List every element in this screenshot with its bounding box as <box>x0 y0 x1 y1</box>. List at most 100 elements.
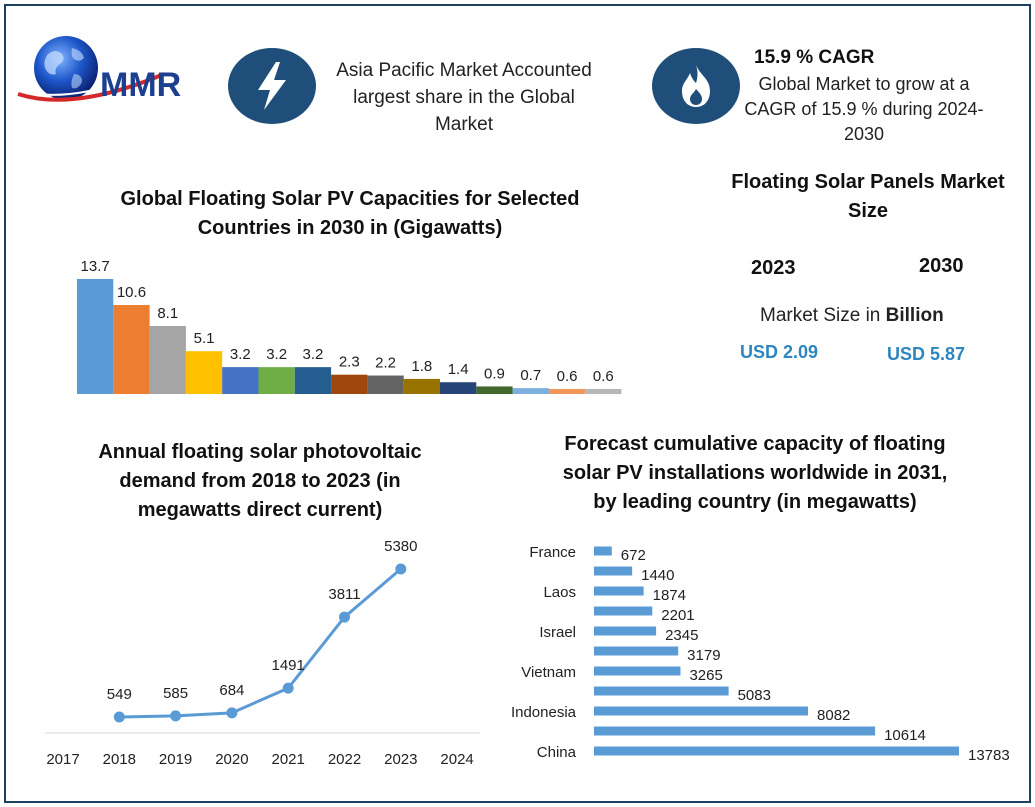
bar <box>294 367 332 394</box>
chart2-title-line: megawatts direct current) <box>137 499 383 521</box>
x-tick-label: 2017 <box>46 751 79 768</box>
bar <box>77 279 114 394</box>
callout-line: Asia Pacific Market Accounted <box>336 60 592 81</box>
bar <box>113 305 150 394</box>
year-2030: 2030 <box>919 255 964 277</box>
market-size-prefix: Market Size in <box>760 305 881 326</box>
bar-value-label: 1.4 <box>448 361 469 378</box>
bar <box>258 367 295 394</box>
bar <box>403 378 440 394</box>
cagr-line: 2030 <box>843 124 885 144</box>
hbar <box>594 566 633 576</box>
bar <box>367 375 404 394</box>
bar <box>149 326 186 394</box>
hbar-value-label: 1874 <box>653 587 686 604</box>
hbar-value-label: 8082 <box>817 707 850 724</box>
market-size-title-line: Size <box>847 200 889 222</box>
country-label: Vietnam <box>521 664 576 681</box>
x-tick-label: 2022 <box>328 751 361 768</box>
flame-icon <box>652 48 740 124</box>
bar-value-label: 1.8 <box>411 358 432 375</box>
chart2-title-line: demand from 2018 to 2023 (in <box>119 470 401 492</box>
hbar-value-label: 5083 <box>738 687 771 704</box>
bar-value-label: 2.2 <box>375 355 396 372</box>
hbar-value-label: 3265 <box>689 667 722 684</box>
bar-value-label: 0.7 <box>520 367 541 384</box>
hbar <box>594 626 657 636</box>
country-label: China <box>537 744 577 761</box>
chart1-title-line: Global Floating Solar PV Capacities for … <box>120 188 580 210</box>
data-label: 684 <box>219 682 244 699</box>
bar-value-label: 5.1 <box>194 330 215 347</box>
hbar <box>594 586 644 596</box>
bar-value-label: 0.9 <box>484 365 505 382</box>
market-size-title-line: Floating Solar Panels Market <box>731 171 1005 193</box>
bar-value-label: 0.6 <box>593 368 614 385</box>
hbar <box>594 646 679 656</box>
bar-value-label: 2.3 <box>339 354 360 371</box>
hbar <box>594 666 681 676</box>
market-size-title: Floating Solar Panels Market Size <box>712 168 1024 226</box>
data-label: 549 <box>107 686 132 703</box>
hbar <box>594 546 612 556</box>
x-tick-label: 2018 <box>103 751 136 768</box>
hbar-value-label: 10614 <box>884 727 926 744</box>
cagr-line: CAGR of 15.9 % during 2024- <box>744 99 984 119</box>
x-tick-label: 2023 <box>384 751 417 768</box>
data-point <box>339 611 350 623</box>
hbar <box>594 706 809 716</box>
logo-text: MMR <box>100 66 181 104</box>
page-frame <box>4 4 1031 803</box>
country-label: Laos <box>543 584 576 601</box>
bar <box>331 374 368 394</box>
bar-value-label: 13.7 <box>81 258 110 275</box>
chart3-title: Forecast cumulative capacity of floating… <box>530 430 980 517</box>
chart2-title-line: Annual floating solar photovoltaic <box>98 441 422 463</box>
bar-value-label: 3.2 <box>266 346 287 363</box>
market-size-label: Market Size in Billion <box>760 305 944 327</box>
data-point <box>113 711 125 723</box>
hbar-value-label: 1440 <box>641 567 674 584</box>
bar <box>585 388 622 394</box>
bar-value-label: 8.1 <box>157 305 178 322</box>
hbar <box>594 606 653 616</box>
data-point <box>282 682 294 694</box>
hbar-value-label: 672 <box>621 547 646 564</box>
cagr-line: Global Market to grow at a <box>758 74 970 94</box>
cagr-description: Global Market to grow at a CAGR of 15.9 … <box>742 72 986 147</box>
hbar-value-label: 2345 <box>665 627 698 644</box>
bar-value-label: 3.2 <box>303 346 324 363</box>
bar <box>476 386 513 394</box>
chart1-title: Global Floating Solar PV Capacities for … <box>100 185 600 243</box>
bar-value-label: 0.6 <box>557 368 578 385</box>
data-label: 5380 <box>384 538 417 555</box>
market-value-2023: USD 2.09 <box>740 342 819 362</box>
bar-value-label: 3.2 <box>230 346 251 363</box>
asia-pacific-callout: Asia Pacific Market Accounted largest sh… <box>322 57 606 138</box>
data-point <box>170 710 182 722</box>
chart2-title: Annual floating solar photovoltaic deman… <box>60 438 460 525</box>
bar <box>440 382 477 394</box>
country-label: France <box>529 544 576 561</box>
chart3-title-line: by leading country (in megawatts) <box>593 491 917 513</box>
demand-line <box>119 567 402 719</box>
market-size-unit: Billion <box>885 305 944 326</box>
hbar <box>594 746 959 756</box>
x-tick-label: 2021 <box>272 751 305 768</box>
bar <box>512 388 549 394</box>
market-value-2030: USD 5.87 <box>887 344 966 364</box>
hbar <box>594 686 729 696</box>
callout-line: largest share in the Global <box>353 87 575 108</box>
callout-line: Market <box>434 114 494 135</box>
data-point <box>226 707 238 719</box>
country-label: Indonesia <box>511 704 577 721</box>
mmr-logo: MMR <box>14 34 214 108</box>
bar-value-label: 10.6 <box>117 284 146 301</box>
chart3-title-line: solar PV installations worldwide in 2031… <box>562 462 948 484</box>
data-point <box>395 563 407 575</box>
x-tick-label: 2019 <box>159 751 192 768</box>
hbar-value-label: 2201 <box>661 607 694 624</box>
